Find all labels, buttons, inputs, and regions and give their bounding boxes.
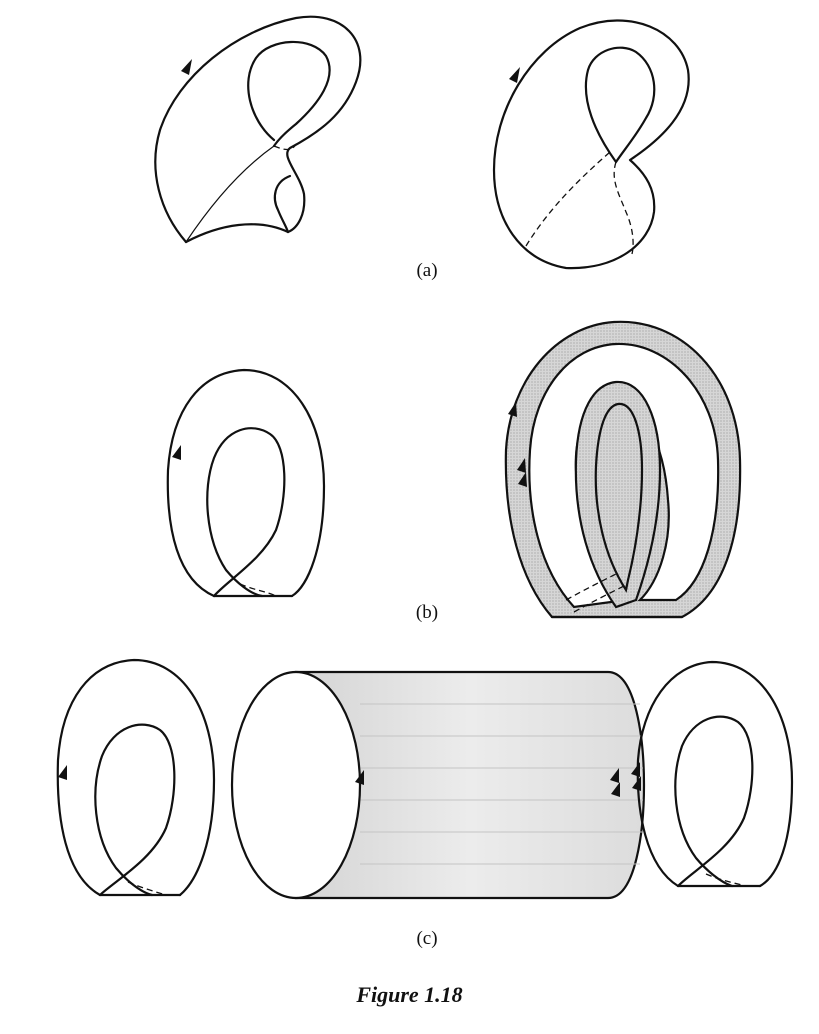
panel-a-right	[492, 19, 690, 270]
double-arrow-2	[518, 472, 527, 487]
hidden-edge	[273, 143, 297, 151]
panel-c-cylinder	[230, 670, 646, 900]
hidden-edge	[705, 873, 747, 887]
double-arrow-1	[517, 458, 526, 473]
direction-arrow	[172, 445, 181, 460]
shaded-band	[504, 320, 742, 619]
figure-caption: Figure 1.18	[356, 982, 463, 1007]
outer-loop	[636, 660, 794, 888]
inner-loop	[674, 715, 754, 888]
double-arrow-1	[631, 762, 640, 777]
direction-arrow-left	[355, 770, 364, 785]
hidden-edge	[127, 881, 167, 896]
label-b: (b)	[416, 602, 438, 623]
direction-arrow	[181, 59, 192, 75]
direction-arrow	[509, 67, 520, 83]
cylinder-left-end	[230, 670, 362, 900]
surface-outline	[492, 19, 690, 270]
hidden-edge-2	[613, 161, 634, 255]
label-c: (c)	[416, 928, 437, 949]
label-a: (a)	[416, 260, 437, 281]
hidden-edge	[239, 583, 277, 597]
panel-c-left	[56, 658, 216, 897]
hidden-edge	[565, 573, 617, 601]
cylinder-body	[294, 670, 646, 900]
inner-loop	[247, 40, 331, 148]
double-arrow-right-2	[611, 782, 620, 797]
lower-lobe	[273, 174, 292, 234]
direction-arrow	[58, 765, 67, 780]
panel-c-right	[631, 660, 794, 888]
surface-outline	[154, 15, 362, 244]
panel-a-left	[154, 15, 362, 244]
hidden-edge	[525, 151, 611, 247]
direction-arrow	[508, 402, 517, 417]
hidden-edge-2	[573, 585, 625, 613]
double-arrow-2	[632, 776, 641, 791]
double-arrow-right-1	[610, 768, 619, 783]
outer-loop	[166, 368, 326, 598]
inner-loop	[94, 723, 176, 897]
base-edge	[184, 223, 290, 244]
outer-loop	[56, 658, 216, 897]
inner-loop	[584, 46, 656, 164]
panel-b-left	[166, 368, 326, 598]
seam-line	[185, 145, 275, 243]
inner-loop	[206, 427, 286, 598]
panel-b-right	[504, 320, 742, 619]
inner-tube	[574, 380, 662, 609]
cylinder-texture	[360, 703, 643, 865]
